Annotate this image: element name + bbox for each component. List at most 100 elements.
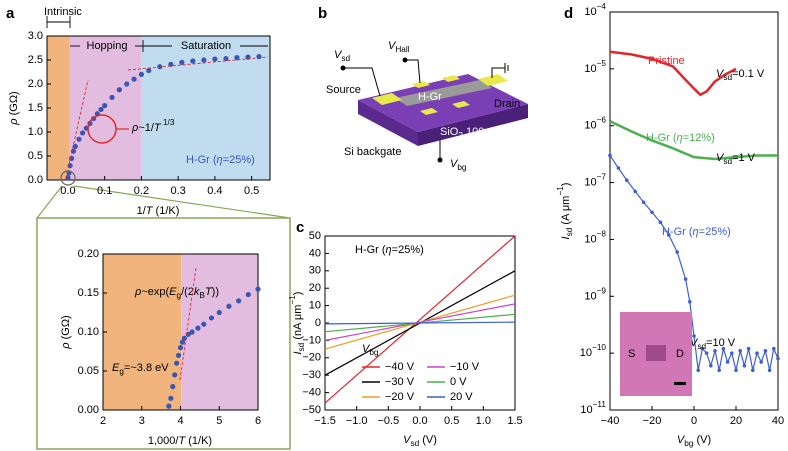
text-part: 100 nm <box>463 126 503 138</box>
point <box>76 136 82 142</box>
point <box>179 339 186 345</box>
text-part: V <box>403 434 412 446</box>
annotation: Vsd=10 V <box>690 337 736 351</box>
x-tick-label: 0.0 <box>60 185 75 197</box>
point <box>102 103 108 109</box>
y-tick-label: 10−5 <box>584 59 606 75</box>
panel-label: a <box>6 5 15 22</box>
text-part: (A μm <box>560 196 572 228</box>
y-tick-label: 50 <box>309 230 321 242</box>
chart <box>324 235 516 411</box>
region <box>103 254 182 410</box>
device-channel <box>646 345 666 361</box>
x-tick-label: 20 <box>730 415 742 427</box>
y-tick-label: 10 <box>309 300 321 312</box>
marker <box>641 200 646 205</box>
text-part: =25%) <box>392 244 424 256</box>
y-tick-label: 20 <box>309 282 321 294</box>
legend-label: −30 V <box>385 376 415 388</box>
y-tick-label: −20 <box>302 352 321 364</box>
text-part: sd <box>723 157 732 166</box>
x-tick-label: 0.2 <box>134 185 149 197</box>
inset-label: D <box>676 348 684 360</box>
diagram-label: Si backgate <box>344 146 401 158</box>
text-part: =25%) <box>699 226 731 238</box>
diagram-label: Vsd <box>334 49 350 63</box>
annotation: H-Gr (η=25%) <box>355 244 424 256</box>
highlight <box>87 114 117 144</box>
y-axis-label: ρ (GΩ) <box>60 315 72 349</box>
annotation: Vsd=1 V <box>716 152 756 166</box>
x-axis-label: 1,000/T (1/K) <box>148 435 212 447</box>
text-part: 10 <box>584 176 596 188</box>
text-part: V <box>388 40 397 52</box>
y-tick-label: 1.0 <box>28 126 43 138</box>
y-axis-label: ρ (GΩ) <box>8 91 20 125</box>
text-part: H-Gr ( <box>662 226 693 238</box>
y-tick-label: 40 <box>309 247 321 259</box>
x-tick-label: 6 <box>255 415 261 427</box>
text-part: H-Gr ( <box>355 244 386 256</box>
graphene <box>395 80 492 106</box>
annotation: ρ~1/T 1/3 <box>131 118 175 134</box>
text-part: ) <box>292 292 304 296</box>
marker <box>734 368 738 373</box>
text-part: bg <box>369 348 379 357</box>
text-part: −10 <box>592 343 606 352</box>
region <box>47 36 70 180</box>
annotation: Vsd=0.1 V <box>716 68 765 82</box>
x-tick-label: 0.4 <box>207 185 222 197</box>
legend-label: −20 V <box>385 391 415 403</box>
terminal <box>340 65 346 71</box>
marker <box>709 363 713 368</box>
point <box>138 71 145 77</box>
marker <box>667 233 671 237</box>
x-axis-label: Vsd (V) <box>403 434 437 448</box>
text-part: E <box>169 286 177 298</box>
marker <box>730 351 734 355</box>
text-part: =25%) <box>223 154 255 166</box>
annotation: H-Gr (η=12%) <box>646 132 715 144</box>
inset-connector <box>73 185 291 219</box>
marker <box>759 360 763 364</box>
point <box>174 360 180 366</box>
y-tick-label: 10−8 <box>584 230 606 246</box>
marker <box>675 250 679 254</box>
pad <box>372 93 402 105</box>
point <box>131 76 137 82</box>
marker <box>717 368 721 373</box>
guide <box>65 79 89 179</box>
annotation: Pristine <box>648 55 685 67</box>
point <box>69 155 75 161</box>
text-part: =~3.8 eV <box>124 362 169 374</box>
x-tick-label: 0.0 <box>412 415 427 427</box>
y-tick-label: 2.0 <box>28 78 43 90</box>
text-part: T <box>205 286 213 298</box>
marker <box>688 299 692 304</box>
legend-label: 20 V <box>450 391 473 403</box>
panel-label: d <box>564 5 573 22</box>
x-tick-label: 0.5 <box>444 415 459 427</box>
chart <box>102 253 261 411</box>
text-part: −9 <box>597 286 607 295</box>
y-tick-label: −30 <box>302 369 321 381</box>
text-part: I <box>292 351 304 354</box>
inset-frame <box>36 217 291 450</box>
x-tick-label: −20 <box>643 415 662 427</box>
text-part: 10 <box>584 120 596 132</box>
region-label: Hopping <box>87 40 128 52</box>
series-line <box>324 303 516 341</box>
text-part: T <box>154 122 162 134</box>
text-part: sd <box>297 342 306 351</box>
text-part: sd <box>723 73 732 82</box>
marker <box>751 368 755 373</box>
text-part: sd <box>410 439 419 448</box>
text-part: ~exp( <box>141 286 169 298</box>
text-part: =10 V <box>706 337 736 349</box>
marker <box>738 348 742 353</box>
slab-face <box>358 100 418 146</box>
point <box>166 403 172 409</box>
x-tick-label: 2 <box>100 415 106 427</box>
series-line <box>609 120 778 161</box>
wire <box>491 67 505 78</box>
